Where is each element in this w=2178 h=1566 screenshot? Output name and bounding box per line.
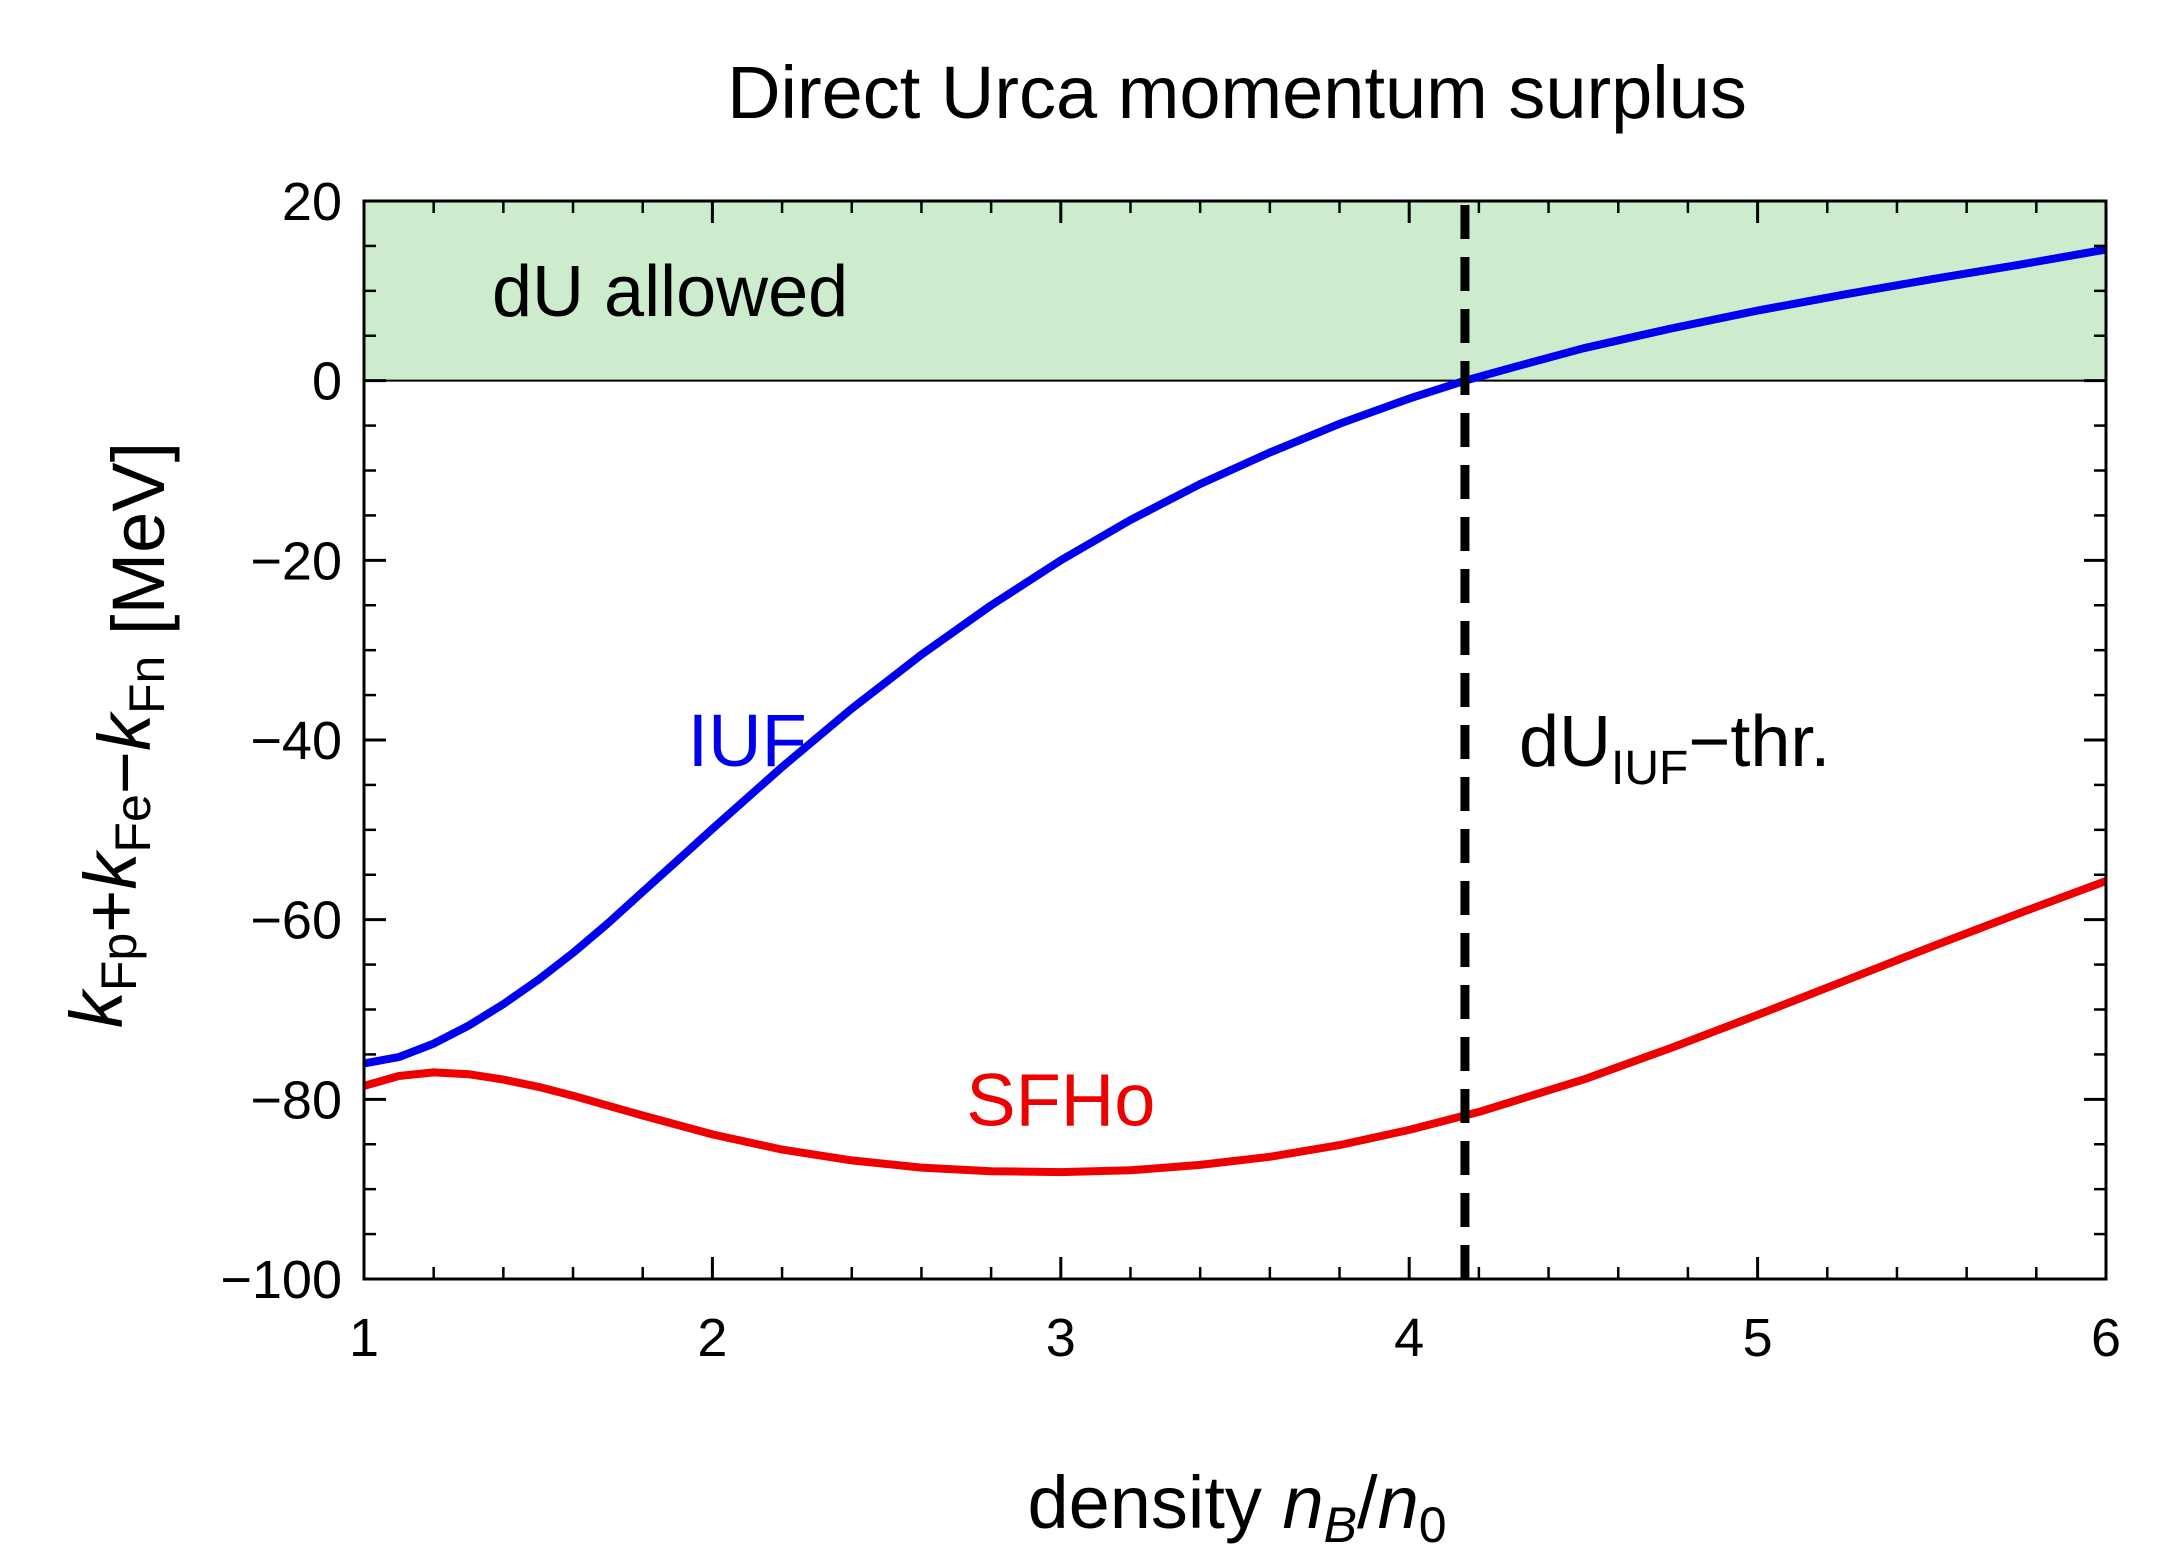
threshold-label-main: dU <box>1519 702 1611 782</box>
ticks-layer: 1 2 3 4 5 6 −100 −80 −60 −40 −20 0 20 <box>220 172 2121 1368</box>
y-tick-label: −60 <box>250 891 342 951</box>
y-tick-label: 20 <box>282 172 342 232</box>
du-allowed-label: dU allowed <box>492 252 848 332</box>
y-axis-label-operator: − <box>83 751 166 794</box>
series-layer <box>362 245 2108 1177</box>
y-axis-label-operator: + <box>69 890 152 933</box>
y-axis-label: kFp+kFe−kFn [MeV] <box>55 442 180 1028</box>
x-tick-label: 3 <box>1046 1308 1076 1368</box>
series-labels: IUF SFHo <box>688 699 1156 1141</box>
y-tick-label: −80 <box>250 1070 342 1130</box>
x-axis-label: density nB/n0 <box>1027 1461 1446 1553</box>
y-axis-label-k: k <box>69 849 152 890</box>
series-line-iuf <box>363 245 2107 1068</box>
threshold-label: dUIUF−thr. <box>1519 702 1830 795</box>
y-axis-label-k: k <box>83 710 166 751</box>
du-allowed-region <box>364 201 2106 381</box>
y-tick-label: −40 <box>250 711 342 771</box>
series-line-sfho <box>362 877 2108 1177</box>
x-axis-label-prefix: density <box>1027 1461 1282 1544</box>
x-tick-label: 6 <box>2091 1308 2121 1368</box>
threshold-label-sub: IUF <box>1611 742 1688 795</box>
chart-title: Direct Urca momentum surplus <box>727 51 1747 134</box>
x-tick-label: 4 <box>1394 1308 1424 1368</box>
series-label-iuf: IUF <box>688 699 807 782</box>
series-label-sfho: SFHo <box>966 1058 1155 1141</box>
threshold-label-tail: −thr. <box>1688 702 1830 782</box>
y-axis-label-sub: Fn <box>119 656 175 714</box>
x-axis-label-slash: / <box>1357 1461 1378 1544</box>
y-tick-label: −20 <box>250 531 342 591</box>
x-axis-label-sub2: 0 <box>1419 1497 1447 1553</box>
y-tick-label: −100 <box>220 1250 342 1310</box>
y-tick-label: 0 <box>312 352 342 412</box>
x-axis-label-var1: n <box>1282 1461 1323 1544</box>
x-axis-label-var2: n <box>1378 1461 1419 1544</box>
y-axis-label-sub: Fe <box>105 794 161 852</box>
x-tick-label: 1 <box>349 1308 379 1368</box>
x-axis-label-sub1: B <box>1324 1497 1357 1553</box>
y-axis-label-k: k <box>55 987 138 1028</box>
y-axis-label-sub: Fp <box>91 933 147 991</box>
x-tick-label: 5 <box>1743 1308 1773 1368</box>
y-axis-label-unit: [MeV] <box>97 442 180 656</box>
x-tick-label: 2 <box>697 1308 727 1368</box>
